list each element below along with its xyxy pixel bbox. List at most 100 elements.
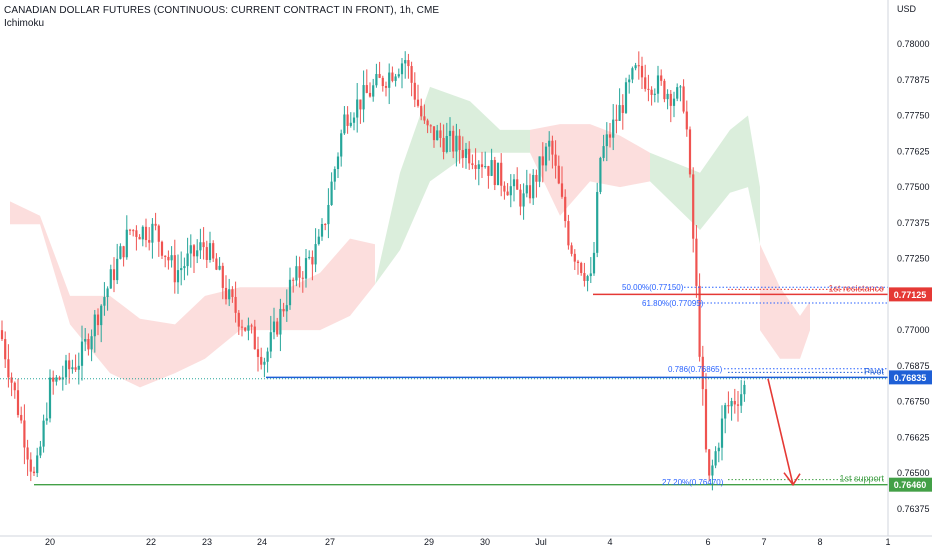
candle-body — [48, 377, 52, 419]
candle-body — [589, 273, 592, 277]
candle-body — [154, 223, 157, 226]
candle-body — [288, 279, 292, 306]
candle-body — [247, 325, 250, 331]
levels: 0.77125 1st resistance 0.76835 Pivot 0.76460… — [0, 283, 932, 492]
candle-body — [423, 116, 426, 121]
forecast-arrow-head — [783, 472, 801, 487]
candle-body — [135, 230, 138, 237]
forecast-arrow-shaft — [767, 378, 794, 485]
candle-body — [32, 471, 36, 474]
candle-body — [730, 401, 733, 407]
candle-body — [727, 405, 730, 407]
candle-body — [685, 111, 688, 130]
candle-body — [292, 279, 295, 281]
candle-body — [618, 105, 621, 121]
time-tick-label: 30 — [480, 537, 490, 547]
candle-body — [119, 246, 122, 259]
level-price-tag — [889, 477, 932, 492]
candle-body — [68, 360, 71, 370]
candle-body — [90, 336, 93, 350]
level-label: 1st resistance — [828, 283, 884, 293]
candle-body — [410, 66, 413, 83]
level-label: Pivot — [864, 366, 885, 376]
candle-body — [340, 133, 343, 157]
candle-body — [256, 349, 260, 357]
time-tick-label: 23 — [202, 537, 212, 547]
candle-body — [644, 77, 647, 89]
candle-body — [343, 114, 346, 134]
time-tick-label: 27 — [325, 537, 335, 547]
candle-body — [160, 241, 164, 256]
candle-body — [528, 185, 532, 199]
candle-body — [276, 321, 279, 335]
candle-body — [484, 166, 487, 168]
candle-body — [205, 247, 208, 260]
candle-body — [564, 196, 567, 222]
candle-body — [384, 86, 388, 88]
candle-body — [452, 130, 455, 152]
candle-body — [708, 449, 711, 476]
candle-body — [676, 87, 679, 99]
candle-body — [509, 186, 512, 196]
candle-body — [4, 339, 7, 360]
candle-body — [176, 270, 180, 283]
cloud-bearish-segment — [760, 244, 810, 359]
candle-body — [202, 242, 205, 248]
candle-body — [320, 224, 324, 237]
candle-body — [356, 99, 359, 118]
cloud-bearish-segment — [530, 124, 650, 216]
time-tick-label: 1 — [885, 537, 890, 547]
candle-body — [660, 75, 663, 81]
candle-body — [525, 185, 528, 194]
fib-label: 50.00%(0.77150) — [622, 283, 684, 292]
candle-body — [490, 160, 493, 176]
candle-body — [615, 119, 618, 121]
candle-body — [487, 166, 490, 176]
indicator-label[interactable]: Ichimoku — [4, 18, 45, 29]
candle-body — [189, 245, 192, 254]
level-price-tag — [889, 287, 932, 302]
candle-body — [413, 82, 416, 100]
candle-body — [480, 164, 484, 168]
candle-body — [557, 165, 560, 184]
candle-body — [640, 65, 644, 78]
candle-body — [138, 236, 141, 240]
candle-body — [717, 447, 720, 452]
candle-body — [352, 117, 356, 123]
candle-body — [272, 321, 276, 333]
candle-body — [631, 68, 634, 80]
candle-body — [656, 75, 660, 94]
candle-body — [45, 418, 48, 421]
candle-body — [432, 126, 436, 141]
candle-body — [0, 330, 4, 340]
candle-body — [295, 266, 298, 281]
candle-body — [260, 356, 263, 365]
candle-body — [148, 240, 151, 243]
fib-label: 61.80%(0.77095) — [642, 299, 704, 308]
candle-body — [602, 146, 605, 158]
price-tick-label: 0.77875 — [897, 75, 930, 85]
candle-body — [144, 226, 148, 241]
candle-body — [266, 351, 269, 362]
candle-body — [436, 130, 439, 141]
candle-body — [573, 253, 576, 262]
candle-body — [208, 243, 212, 260]
candle-body — [541, 156, 544, 166]
candle-body — [554, 154, 557, 166]
candle-body — [234, 296, 237, 313]
candle-body — [112, 269, 116, 281]
candle-body — [333, 169, 336, 182]
candle-body — [164, 255, 167, 257]
level-price-tag-text: 0.77125 — [894, 290, 927, 300]
candle-body — [608, 134, 612, 138]
candle-body — [183, 266, 186, 269]
candle-body — [445, 136, 448, 152]
candle-body — [84, 339, 87, 342]
candle-body — [330, 181, 333, 205]
candle-body — [29, 459, 32, 472]
candle-body — [100, 305, 103, 326]
candle-body — [39, 446, 42, 456]
level-label: 1st support — [839, 474, 884, 484]
candle-body — [535, 174, 538, 182]
